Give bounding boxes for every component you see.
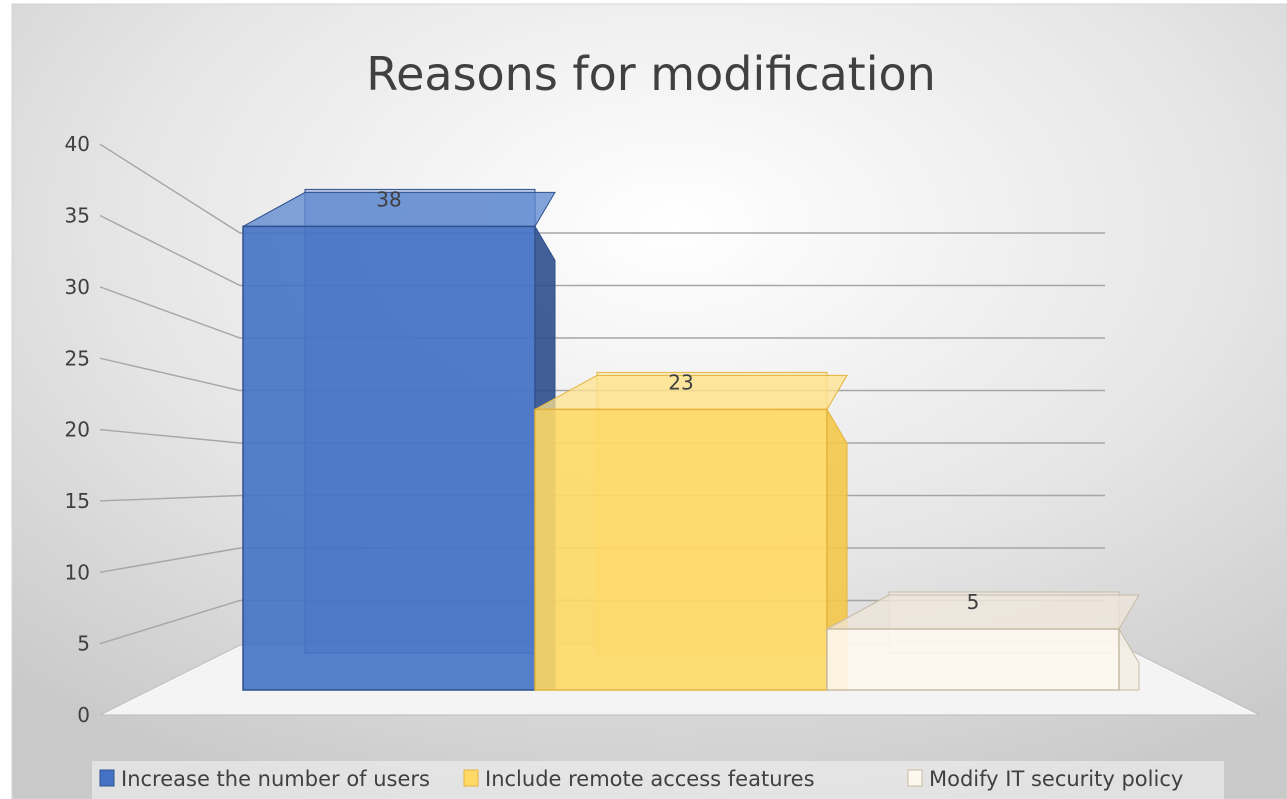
legend-swatch [99, 769, 115, 787]
data-label: 38 [376, 187, 401, 211]
y-tick-label: 20 [65, 418, 90, 442]
data-label: 23 [668, 370, 693, 394]
gridline [99, 286, 1105, 339]
y-tick-label: 10 [65, 560, 90, 584]
y-tick-label: 5 [77, 632, 90, 656]
legend-background [92, 761, 1224, 799]
gridline [99, 143, 1105, 234]
legend-item-2: Include remote access features [463, 767, 815, 791]
y-tick-label: 25 [65, 346, 90, 370]
y-axis-ticks: 0 5 10 15 20 25 30 35 40 [65, 132, 90, 727]
y-tick-label: 15 [65, 489, 90, 513]
data-labels: 38 23 5 [376, 187, 979, 614]
data-label: 5 [967, 590, 980, 614]
legend: Increase the number of users Include remo… [92, 761, 1224, 799]
legend-label: Increase the number of users [121, 767, 430, 791]
bar-2 [534, 371, 848, 691]
legend-item-3: Modify IT security policy [907, 767, 1183, 791]
bars [242, 188, 1140, 691]
bar-3 [826, 591, 1140, 691]
chart-title: Reasons for modification [366, 47, 936, 101]
y-tick-label: 40 [65, 132, 90, 156]
y-tick-label: 0 [77, 703, 90, 727]
legend-label: Include remote access features [485, 767, 815, 791]
bar-front-face [242, 225, 536, 691]
gridline [99, 214, 1105, 287]
legend-swatch [463, 769, 479, 787]
y-tick-label: 30 [65, 275, 90, 299]
legend-swatch [907, 769, 923, 787]
bar-1 [242, 188, 556, 691]
bar-front-face [826, 628, 1120, 691]
bar-front-face [534, 408, 828, 691]
legend-label: Modify IT security policy [929, 767, 1183, 791]
legend-item-1: Increase the number of users [99, 767, 430, 791]
y-tick-label: 35 [65, 204, 90, 228]
